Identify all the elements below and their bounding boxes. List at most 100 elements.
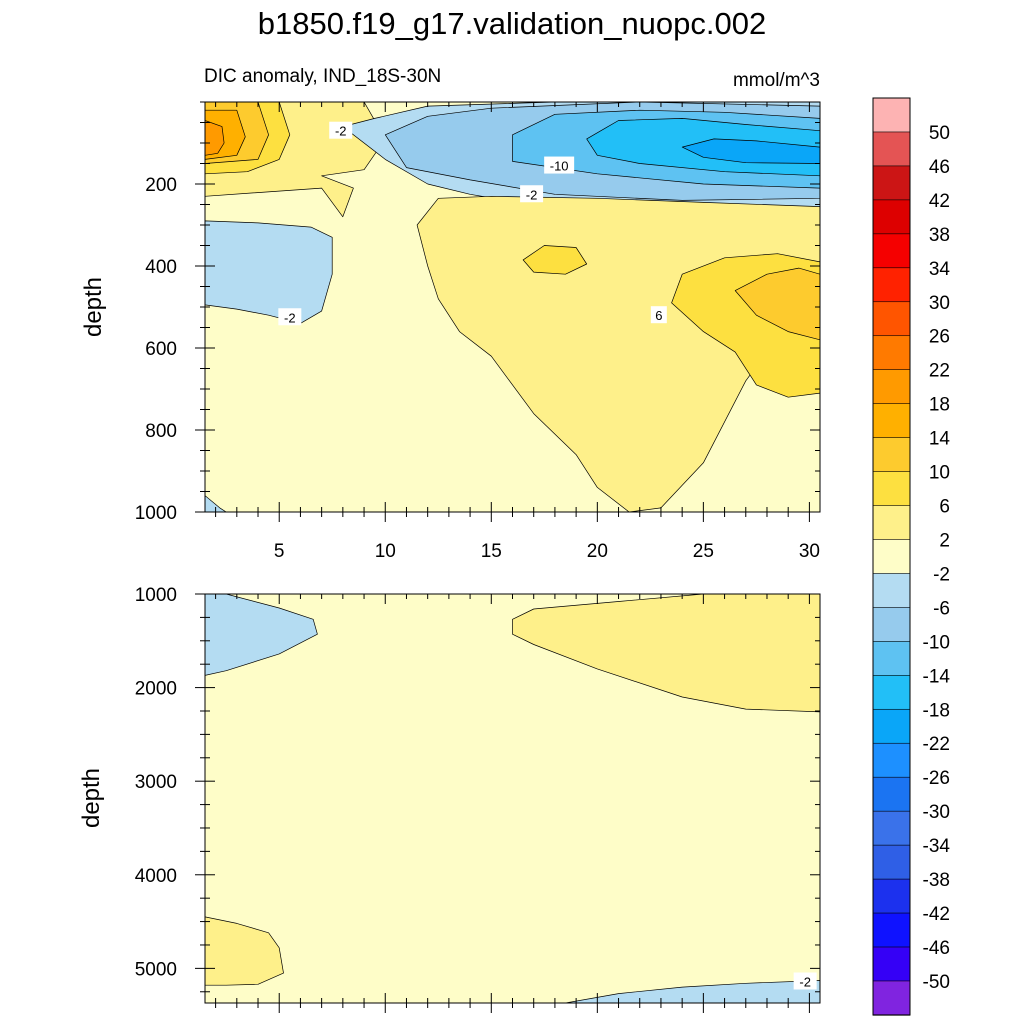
- lower-region-3: [205, 916, 284, 986]
- upper-region-15: [522, 245, 588, 275]
- colorbar-swatch: [872, 335, 911, 371]
- figure-title: b1850.f19_g17.validation_nuopc.002: [258, 6, 767, 41]
- colorbar-swatch: [872, 471, 911, 507]
- colorbar-level-label: -50: [923, 972, 950, 993]
- lower-contour-label: -2: [799, 974, 811, 989]
- colorbar-level-label: 50: [929, 123, 950, 144]
- upper-xtick-label: 30: [799, 541, 820, 562]
- upper-ytick-label: 200: [145, 175, 177, 196]
- upper-contour-label: -2: [284, 310, 296, 325]
- colorbar-level-label: 6: [939, 497, 950, 518]
- upper-contour-label: 6: [655, 308, 662, 323]
- upper-xtick-label: 5: [274, 541, 285, 562]
- colorbar-swatch: [872, 980, 911, 1016]
- lower-ytick-label: 4000: [135, 866, 177, 887]
- upper-region-10: [681, 138, 820, 164]
- colorbar-level-label: -26: [923, 768, 950, 789]
- upper-contour-label: -2: [335, 124, 347, 139]
- upper-contour-label-bg: [278, 308, 302, 326]
- colorbar-level-label: 10: [929, 463, 950, 484]
- upper-xtick-label: 20: [587, 541, 608, 562]
- colorbar-swatch: [872, 233, 911, 269]
- lower-region-2: [512, 594, 820, 713]
- colorbar-frame: [872, 97, 911, 1016]
- colorbar-swatch: [872, 675, 911, 710]
- upper-ytick-label: 600: [145, 339, 177, 360]
- colorbar-swatch: [872, 369, 911, 405]
- colorbar-level-label: -34: [923, 836, 951, 857]
- upper-contour-label-bg: [329, 121, 353, 139]
- colorbar-level-label: 38: [929, 225, 950, 246]
- upper-contour-label: -10: [550, 159, 569, 174]
- colorbar-swatch: [872, 810, 911, 846]
- upper-region-14: [734, 267, 820, 341]
- colorbar-swatch: [872, 878, 911, 914]
- upper-contour-label-bg: [520, 185, 544, 203]
- upper-ytick-label: 800: [145, 421, 177, 442]
- colorbar-swatch: [872, 946, 911, 982]
- colorbar-level-label: -22: [923, 734, 950, 755]
- colorbar-swatch: [872, 607, 911, 643]
- lower-ytick-label: 5000: [135, 959, 177, 980]
- colorbar-level-label: -42: [923, 904, 950, 925]
- upper-xtick-label: 25: [693, 541, 714, 562]
- lower-region-1: [205, 594, 318, 676]
- lower-ytick-label: 1000: [135, 585, 177, 606]
- lower-y-axis-label: depth: [78, 768, 105, 828]
- colorbar-swatch: [872, 165, 911, 201]
- upper-axis-ticks: 5 10 15 20 25 30 200 400 600 800 1000: [135, 101, 820, 562]
- upper-contour-label: -2: [526, 187, 538, 202]
- upper-ytick-label: 400: [145, 257, 177, 278]
- colorbar-level-label: 42: [929, 191, 950, 212]
- lower-ytick-label: 3000: [135, 772, 177, 793]
- colorbar-swatch: [872, 199, 911, 235]
- lower-region-4: [565, 980, 820, 1003]
- colorbar-swatch: [872, 403, 911, 439]
- colorbar-swatch: [872, 708, 911, 744]
- upper-y-axis-label: depth: [80, 277, 107, 337]
- colorbar-swatch: [872, 641, 911, 677]
- colorbar-level-label: 2: [939, 531, 950, 552]
- colorbar-level-label: 14: [929, 429, 951, 450]
- colorbar-swatch: [872, 539, 911, 575]
- colorbar-level-label: 22: [929, 361, 950, 382]
- upper-xtick-label: 15: [481, 541, 502, 562]
- colorbar-level-label: -2: [933, 564, 950, 585]
- colorbar-swatch: [872, 301, 911, 337]
- upper-region-11: [205, 220, 333, 324]
- colorbar-swatch: [872, 267, 911, 303]
- upper-contour-fills: [205, 102, 820, 512]
- colorbar-swatch: [872, 97, 911, 133]
- upper-panel: 5 10 15 20 25 30 200 400 600 800 1000 -2 -10 -2 -2 6 d…: [80, 101, 821, 562]
- colorbar-level-label: 30: [929, 293, 950, 314]
- colorbar-level-label: -10: [923, 632, 950, 653]
- upper-xtick-label: 10: [375, 541, 396, 562]
- colorbar-level-label: 26: [929, 327, 950, 348]
- colorbar-swatch: [872, 912, 911, 948]
- subtitle-left: DIC anomaly, IND_18S-30N: [204, 66, 441, 87]
- colorbar-level-label: -30: [923, 802, 950, 823]
- upper-ytick-label: 1000: [135, 503, 177, 524]
- upper-contour-label-bg: [544, 156, 575, 174]
- colorbar-level-label: -6: [933, 598, 950, 619]
- colorbar-swatch: [872, 844, 911, 880]
- colorbar-level-label: -14: [923, 666, 951, 687]
- colorbar-swatch: [872, 742, 911, 778]
- upper-region-16: [205, 495, 227, 512]
- colorbar-swatch: [872, 131, 911, 167]
- upper-contour-labels: -2 -10 -2 -2 6: [278, 121, 667, 326]
- colorbar-swatch: [872, 505, 911, 541]
- lower-axis-ticks: 1000 2000 3000 4000 5000: [135, 585, 820, 1013]
- colorbar-swatch: [872, 573, 911, 609]
- upper-contour-label-bg: [650, 306, 667, 324]
- lower-contour-fills: [205, 594, 820, 1003]
- lower-contour-label-bg: [793, 972, 817, 990]
- colorbar-level-label: -38: [923, 870, 950, 891]
- colorbar: 50 46 42 38 34 30 26 22 18 14 10 6 2 -2 -6 -10 -14 -18 -22…: [872, 97, 951, 1016]
- colorbar-swatch: [872, 776, 911, 812]
- upper-region-5: [205, 120, 225, 156]
- colorbar-swatch: [872, 437, 911, 473]
- colorbar-level-label: 46: [929, 157, 950, 178]
- colorbar-level-label: 34: [929, 259, 951, 280]
